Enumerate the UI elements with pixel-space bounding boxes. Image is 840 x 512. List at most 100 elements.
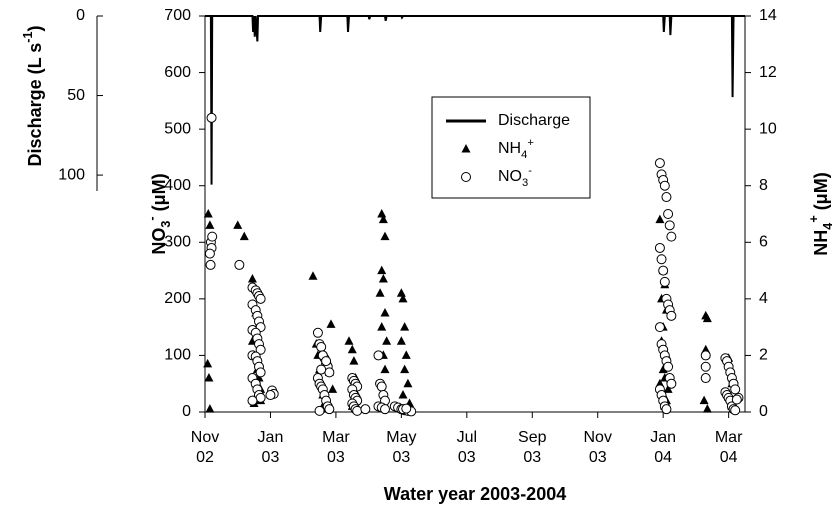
nh4-point <box>655 214 665 224</box>
y-tick-label: 100 <box>164 347 191 364</box>
no3-point <box>255 392 266 403</box>
nh4-point <box>204 373 214 382</box>
y2-tick-label: 4 <box>759 290 768 307</box>
no3-point <box>700 373 711 384</box>
nh4-point <box>398 293 408 303</box>
nh4-point <box>344 336 354 345</box>
y-tick-label: 300 <box>164 234 191 251</box>
no3-point <box>663 209 674 219</box>
nh4-point <box>400 322 410 331</box>
nh4-point <box>699 395 709 405</box>
no3-point <box>321 356 332 367</box>
x-tick-label: Sep 03 <box>518 429 547 466</box>
no3-point <box>730 384 741 395</box>
no3-point <box>380 404 390 415</box>
x-tick-label: Jan 03 <box>257 429 284 466</box>
no3-point <box>700 350 711 361</box>
y-tick-label: 700 <box>164 7 191 24</box>
no3-point <box>666 310 677 321</box>
no3-point <box>255 367 266 378</box>
nh4-point <box>203 209 213 218</box>
no3-point <box>730 405 741 416</box>
no3-point <box>663 361 674 372</box>
no3-point <box>314 405 325 416</box>
y2-tick-label: 2 <box>759 347 768 364</box>
discharge-line <box>205 15 745 185</box>
no3-point <box>661 404 672 415</box>
no3-point <box>206 112 217 123</box>
y-tick-label: 200 <box>164 290 191 307</box>
y2-tick-label: 10 <box>759 120 777 137</box>
y-axis-title: NO3- (μM) <box>145 173 173 254</box>
no3-point <box>265 390 276 401</box>
nh4-point <box>377 265 387 275</box>
discharge-tick-label: 0 <box>76 7 85 24</box>
nh4-point <box>396 336 406 345</box>
no3-point <box>316 364 327 375</box>
legend-label: NO3- <box>498 165 532 189</box>
y2-axis-title: NH4+ (μM) <box>807 172 835 255</box>
discharge-tick-label: 50 <box>67 87 85 104</box>
y2-tick-label: 12 <box>759 64 777 81</box>
no3-point <box>700 361 711 372</box>
x-tick-label: Mar 03 <box>322 429 350 466</box>
nh4-point <box>203 358 213 368</box>
x-tick-label: Nov 03 <box>583 429 612 466</box>
x-tick-label: Jul 03 <box>456 429 478 466</box>
nh4-point <box>377 322 387 331</box>
discharge-tick-label: 100 <box>58 166 85 183</box>
no3-point <box>376 381 387 392</box>
no3-point <box>312 327 323 338</box>
no3-point <box>247 395 258 406</box>
nh4-point <box>378 214 388 224</box>
nh4-point <box>347 344 357 354</box>
legend-swatch <box>461 172 471 182</box>
y2-tick-label: 0 <box>759 403 768 420</box>
no3-point <box>360 404 371 415</box>
nh4-point <box>349 356 359 365</box>
nh4-point <box>377 209 387 218</box>
no3-point <box>666 231 677 242</box>
nh4-point <box>400 364 410 374</box>
no3-point <box>234 259 245 270</box>
no3-point <box>324 367 335 378</box>
y-tick-label: 500 <box>164 120 191 137</box>
no3-point <box>664 220 675 231</box>
y-tick-label: 0 <box>182 403 191 420</box>
no3-point <box>207 231 218 242</box>
no3-point <box>666 378 677 389</box>
x-tick-label: May 03 <box>386 429 417 466</box>
nh4-point <box>247 274 257 283</box>
x-axis-title: Water year 2003-2004 <box>383 484 567 504</box>
no3-point <box>255 344 266 355</box>
y2-tick-label: 14 <box>759 7 777 24</box>
nh4-point <box>326 319 336 328</box>
no3-point <box>255 293 266 304</box>
no3-point <box>401 403 412 414</box>
no3-point <box>204 248 215 259</box>
nh4-point <box>702 313 712 323</box>
y2-tick-label: 6 <box>759 234 768 251</box>
discharge-axis-title: Discharge (L s-1) <box>21 26 44 167</box>
no3-point <box>659 180 670 191</box>
nh4-point <box>380 308 390 317</box>
no3-point <box>352 405 363 416</box>
no3-point <box>656 254 667 265</box>
no3-point <box>205 259 216 270</box>
legend-label: Discharge <box>498 112 570 129</box>
nh4-point <box>398 390 408 399</box>
x-tick-label: Mar 04 <box>714 429 743 466</box>
nh4-point <box>375 288 385 297</box>
legend-swatch <box>461 144 471 153</box>
y-tick-label: 400 <box>164 177 191 194</box>
nh4-point <box>401 350 411 359</box>
no3-point <box>654 158 665 169</box>
nh4-point <box>205 404 215 413</box>
legend-box <box>431 96 591 199</box>
no3-point <box>661 192 672 203</box>
no3-point <box>654 322 665 333</box>
no3-point <box>316 341 327 352</box>
nh4-point <box>702 404 712 413</box>
